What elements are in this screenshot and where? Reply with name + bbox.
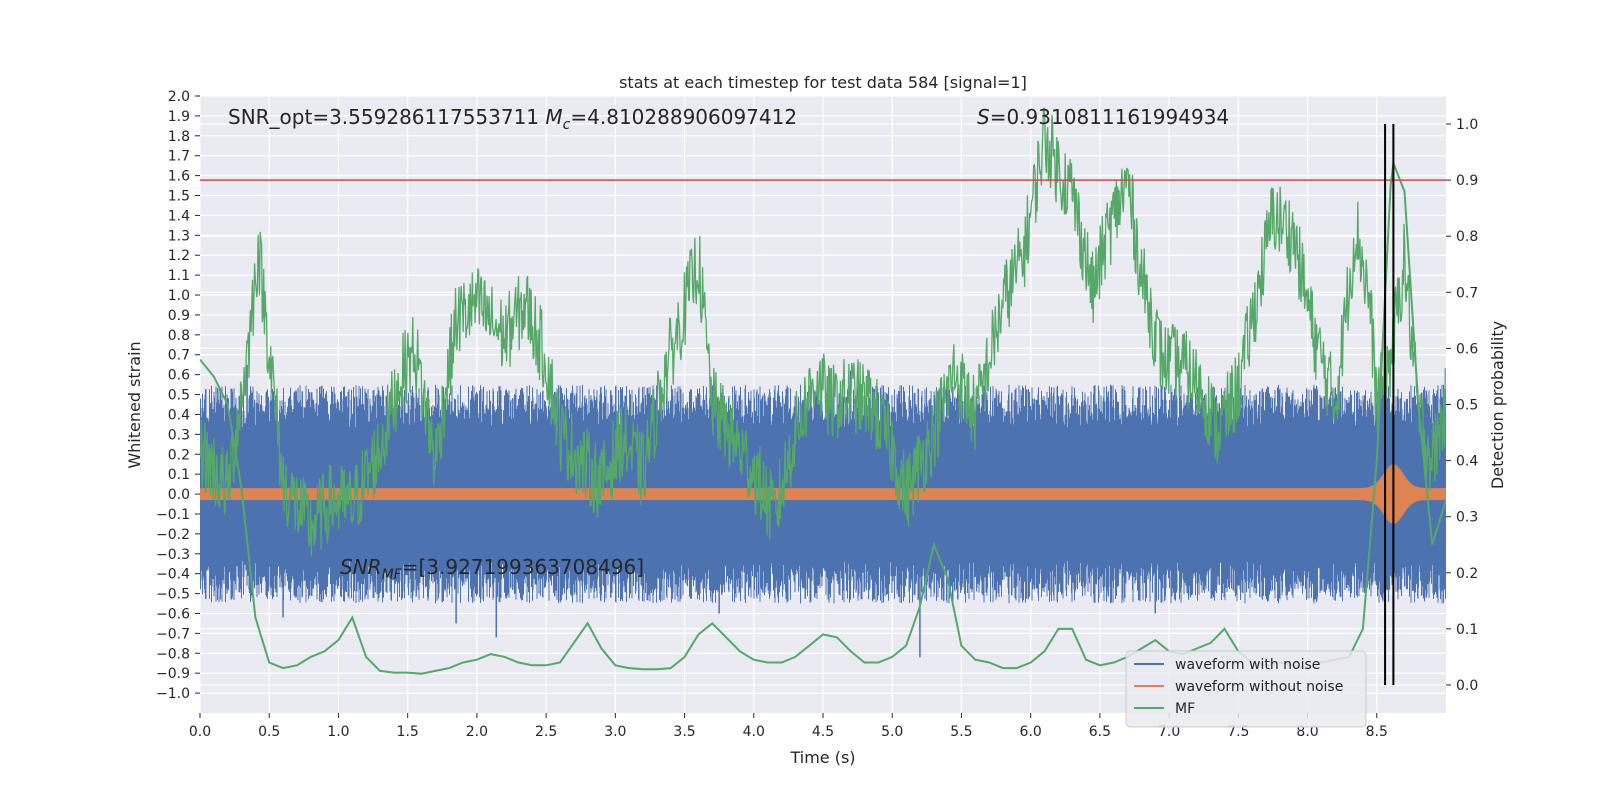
- yl-tick-label-16: 0.4: [168, 407, 190, 423]
- yl-tick-label-17: 0.3: [168, 427, 190, 443]
- yr-tick-label-6: 0.6: [1456, 341, 1478, 357]
- right-axis-label: Detection probability: [1488, 321, 1507, 489]
- x-tick-label-0: 0.0: [189, 724, 211, 740]
- yl-tick-label-8: 1.2: [168, 248, 190, 264]
- yl-tick-label-5: 1.5: [168, 189, 190, 205]
- x-tick-label-12: 6.0: [1020, 724, 1042, 740]
- yl-tick-label-14: 0.6: [168, 368, 190, 384]
- x-axis-label: Time (s): [789, 748, 855, 767]
- yl-tick-label-27: −0.7: [156, 626, 190, 642]
- series-detection-probability: [200, 107, 1446, 556]
- yl-tick-label-29: −0.9: [156, 666, 190, 682]
- x-tick-label-4: 2.0: [466, 724, 488, 740]
- yl-tick-label-20: 0.0: [168, 487, 190, 503]
- annotation-snr-mf: SNRMF=[3.927199363708496]: [340, 555, 644, 583]
- x-tick-label-8: 4.0: [743, 724, 765, 740]
- yl-tick-label-0: 2.0: [168, 89, 190, 105]
- yl-tick-label-6: 1.4: [168, 208, 190, 224]
- snr-mf-value: =[3.927199363708496]: [402, 555, 644, 579]
- yr-tick-label-10: 1.0: [1456, 117, 1478, 133]
- yl-tick-label-15: 0.5: [168, 388, 190, 404]
- x-tick-label-9: 4.5: [812, 724, 834, 740]
- yr-tick-label-4: 0.4: [1456, 454, 1478, 470]
- yl-tick-label-26: −0.6: [156, 606, 190, 622]
- annotation-snr-opt: SNR_opt=3.559286117553711 Mc=4.810288906…: [228, 105, 797, 133]
- yl-tick-label-3: 1.7: [168, 149, 190, 165]
- snr-mf-subscript: MF: [382, 567, 403, 583]
- x-tick-label-2: 1.0: [327, 724, 349, 740]
- yl-tick-label-7: 1.3: [168, 228, 190, 244]
- snr-mf-symbol: SNR: [340, 555, 382, 579]
- yr-tick-label-7: 0.7: [1456, 285, 1478, 301]
- left-axis-label: Whitened strain: [125, 341, 144, 468]
- mc-value: =4.810288906097412: [570, 105, 797, 129]
- yr-tick-label-0: 0.0: [1456, 678, 1478, 694]
- x-tick-label-15: 7.5: [1227, 724, 1249, 740]
- yr-tick-label-3: 0.3: [1456, 510, 1478, 526]
- legend-box: [1125, 650, 1367, 728]
- x-tick-label-17: 8.5: [1366, 724, 1388, 740]
- s-symbol: S: [977, 105, 990, 129]
- yr-tick-label-2: 0.2: [1456, 566, 1478, 582]
- yl-tick-label-10: 1.0: [168, 288, 190, 304]
- yl-tick-label-28: −0.8: [156, 646, 190, 662]
- yl-tick-label-1: 1.9: [168, 109, 190, 125]
- legend: waveform with noise waveform without noi…: [1125, 650, 1367, 728]
- yl-tick-label-4: 1.6: [168, 169, 190, 185]
- yl-tick-label-23: −0.3: [156, 547, 190, 563]
- chart-title: stats at each timestep for test data 584…: [619, 73, 1027, 92]
- yl-tick-label-2: 1.8: [168, 129, 190, 145]
- mc-subscript: c: [563, 117, 571, 133]
- yl-tick-label-30: −1.0: [156, 686, 190, 702]
- x-tick-label-6: 3.0: [604, 724, 626, 740]
- yl-tick-label-11: 0.9: [168, 308, 190, 324]
- legend-label-mf: MF: [1175, 701, 1195, 717]
- left-axis-ticks: 2.0 1.9 1.8 1.7 1.6 1.5 1.4 1.3 1.2 1.1 1.0 0.9 0.8 0…: [156, 89, 200, 702]
- x-tick-label-11: 5.5: [950, 724, 972, 740]
- yl-tick-label-21: −0.1: [156, 507, 190, 523]
- mc-symbol: M: [545, 105, 562, 129]
- x-tick-label-10: 5.0: [881, 724, 903, 740]
- yl-tick-label-22: −0.2: [156, 527, 190, 543]
- x-tick-label-13: 6.5: [1089, 724, 1111, 740]
- yr-tick-label-1: 0.1: [1456, 622, 1478, 638]
- snr-opt-text: SNR_opt=3.559286117553711: [228, 105, 539, 129]
- yl-tick-label-13: 0.7: [168, 348, 190, 364]
- x-tick-label-5: 2.5: [535, 724, 557, 740]
- x-tick-label-3: 1.5: [397, 724, 419, 740]
- annotation-s: S=0.9310811161994934: [977, 105, 1229, 129]
- s-value: =0.9310811161994934: [990, 105, 1229, 129]
- yl-tick-label-9: 1.1: [168, 268, 190, 284]
- x-tick-label-14: 7.0: [1158, 724, 1180, 740]
- yl-tick-label-19: 0.1: [168, 467, 190, 483]
- yl-tick-label-12: 0.8: [168, 328, 190, 344]
- yl-tick-label-25: −0.5: [156, 587, 190, 603]
- yl-tick-label-18: 0.2: [168, 447, 190, 463]
- yl-tick-label-24: −0.4: [156, 567, 190, 583]
- legend-label-noise: waveform with noise: [1175, 657, 1320, 673]
- yr-tick-label-5: 0.5: [1456, 398, 1478, 414]
- right-axis-ticks: 0.0 0.1 0.2 0.3 0.4 0.5 0.6 0.7 0.8 0.9 1.0: [1446, 117, 1478, 694]
- x-tick-label-16: 8.0: [1296, 724, 1318, 740]
- yr-tick-label-8: 0.8: [1456, 229, 1478, 245]
- x-tick-label-1: 0.5: [258, 724, 280, 740]
- yr-tick-label-9: 0.9: [1456, 173, 1478, 189]
- legend-label-clean: waveform without noise: [1175, 679, 1343, 695]
- x-tick-label-7: 3.5: [673, 724, 695, 740]
